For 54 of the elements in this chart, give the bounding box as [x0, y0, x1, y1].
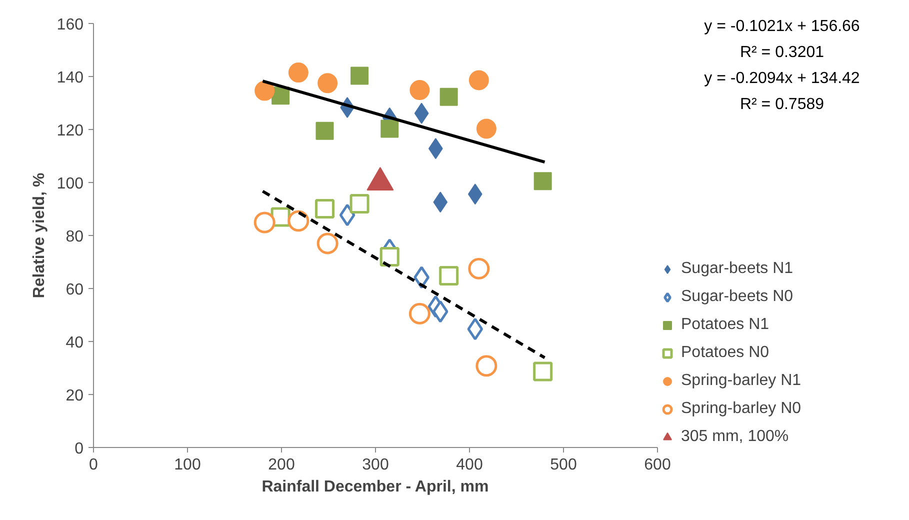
text: y = -0.1021x + 156.66 — [704, 17, 860, 37]
point — [288, 62, 308, 83]
point — [380, 246, 400, 266]
point — [314, 198, 334, 218]
y-tick-label: 160 — [56, 16, 84, 34]
point — [316, 122, 334, 140]
point — [350, 66, 369, 85]
point — [339, 204, 356, 226]
point — [254, 80, 275, 101]
y-tick-label: 20 — [66, 388, 84, 404]
point — [533, 362, 553, 382]
x-tick-label: 200 — [268, 456, 295, 474]
x-tick-label: 300 — [362, 456, 389, 474]
y-tick-label: 100 — [56, 176, 84, 192]
legend-label: Spring-barley N0 — [681, 400, 802, 418]
point — [288, 210, 310, 232]
point — [380, 120, 399, 138]
y-tick-label: 40 — [66, 334, 84, 352]
point — [468, 258, 490, 280]
text: R² = 0.3201 — [738, 43, 826, 63]
y-tick-label: 140 — [56, 70, 84, 86]
legend-label: Sugar-beets N1 — [681, 260, 794, 278]
point — [534, 172, 552, 190]
point — [350, 194, 370, 214]
point — [440, 88, 458, 106]
x-axis-title: Rainfall December - April, mm — [262, 478, 489, 496]
text: R² = 0.7589 — [738, 95, 826, 115]
legend-label: 305 mm, 100% — [681, 428, 789, 446]
x-tick-label: 600 — [644, 456, 671, 474]
point — [408, 302, 430, 324]
legend-label: Potatoes N1 — [681, 316, 770, 334]
point — [476, 118, 496, 139]
x-tick-label: 500 — [550, 456, 577, 474]
point — [316, 232, 338, 254]
point — [439, 266, 459, 286]
x-tick-label: 400 — [456, 456, 483, 474]
x-tick-label: 0 — [89, 456, 98, 474]
point — [476, 355, 498, 377]
y-tick-label: 0 — [74, 440, 84, 458]
point — [410, 80, 430, 100]
point — [468, 70, 489, 90]
y-tick-label: 60 — [66, 282, 84, 298]
legend-label: Sugar-beets N0 — [681, 288, 794, 306]
y-axis-title: Relative yield, % — [30, 172, 48, 298]
point — [254, 212, 276, 234]
point — [318, 73, 338, 94]
x-tick-label: 100 — [174, 456, 201, 474]
y-tick-label: 80 — [66, 228, 84, 246]
text: y = -0.2094x + 134.42 — [704, 69, 860, 89]
point — [467, 318, 484, 340]
point — [432, 300, 448, 323]
legend-label: Spring-barley N1 — [681, 372, 802, 390]
legend-label: Potatoes N0 — [681, 344, 770, 362]
y-tick-label: 120 — [56, 122, 84, 140]
